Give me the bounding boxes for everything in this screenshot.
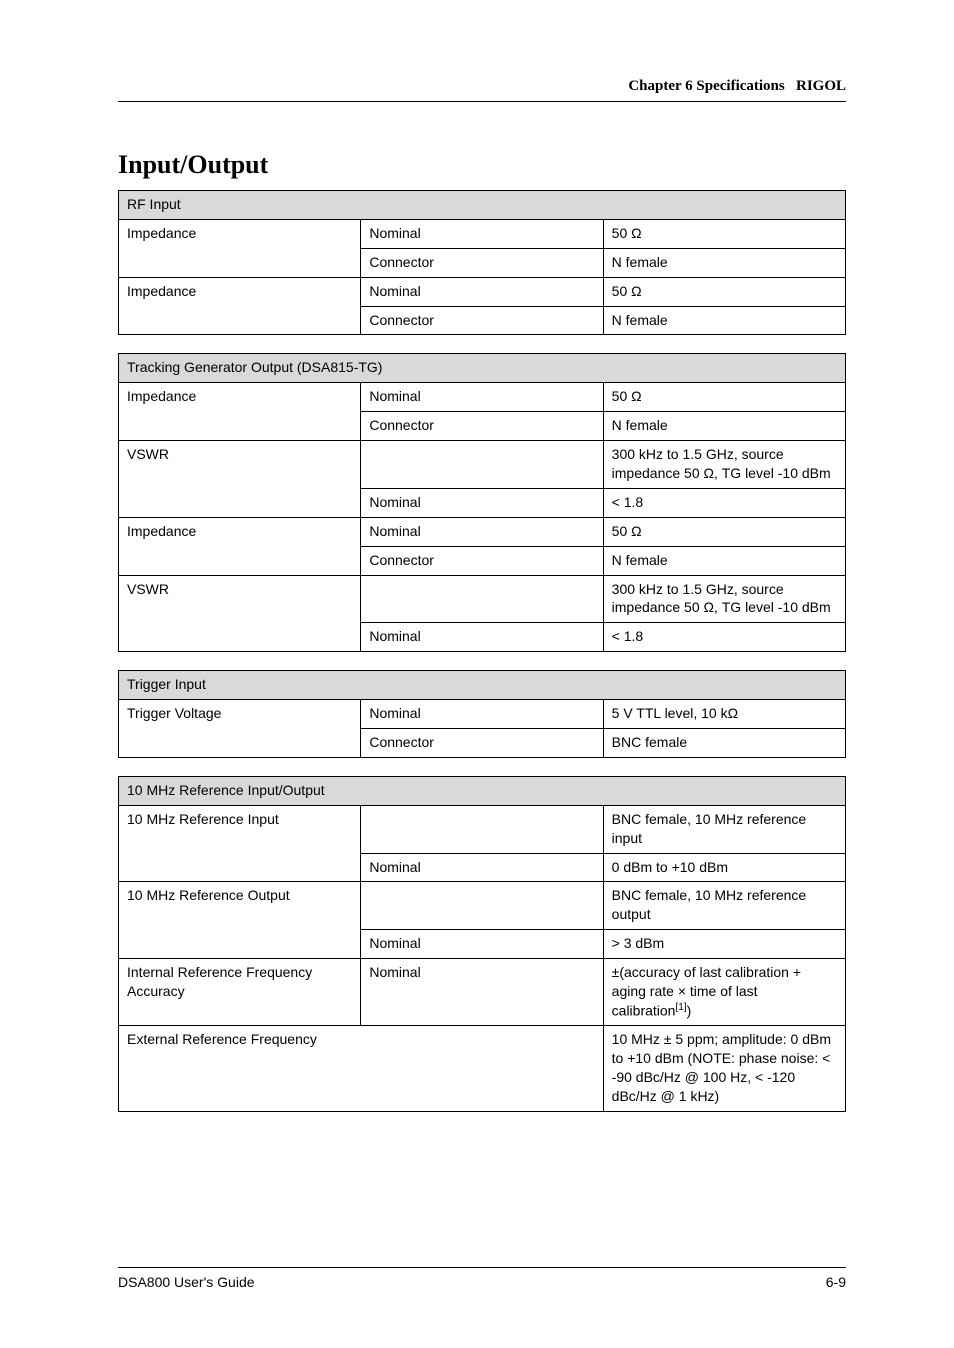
row-sub [361, 882, 603, 930]
row-value: 300 kHz to 1.5 GHz, source impedance 50 … [603, 575, 845, 623]
row-value: 10 MHz ± 5 ppm; amplitude: 0 dBm to +10 … [603, 1026, 845, 1112]
row-label: Impedance [119, 277, 361, 335]
row-value: 0 dBm to +10 dBm [603, 853, 845, 882]
row-value: BNC female [603, 729, 845, 758]
row-sub [361, 805, 603, 853]
row-value: BNC female, 10 MHz reference output [603, 882, 845, 930]
row-value: ±(accuracy of last calibration + aging r… [603, 959, 845, 1026]
row-label: VSWR [119, 575, 361, 652]
row-sub: Connector [361, 248, 603, 277]
row-value: 5 V TTL level, 10 kΩ [603, 700, 845, 729]
row-sub: Nominal [361, 853, 603, 882]
row-sub: Nominal [361, 959, 603, 1026]
footer-right: 6-9 [826, 1274, 846, 1290]
row-sub: Nominal [361, 277, 603, 306]
row-sub: Nominal [361, 700, 603, 729]
row-sub: Connector [361, 729, 603, 758]
section-title: Input/Output [118, 150, 846, 180]
row-sub: Connector [361, 412, 603, 441]
row-value: < 1.8 [603, 488, 845, 517]
row-sub: Connector [361, 306, 603, 335]
table-header: 10 MHz Reference Input/Output [119, 776, 846, 805]
row-value: N female [603, 412, 845, 441]
row-label: VSWR [119, 441, 361, 518]
page-footer: DSA800 User's Guide 6-9 [118, 1267, 846, 1290]
row-sub: Nominal [361, 383, 603, 412]
row-sub [361, 441, 603, 489]
row-value: 50 Ω [603, 277, 845, 306]
row-sub: Connector [361, 546, 603, 575]
chapter-label: Chapter 6 Specifications [628, 78, 784, 94]
row-value: N female [603, 546, 845, 575]
brand-label: RIGOL [796, 78, 846, 94]
row-sub: Nominal [361, 623, 603, 652]
footer-left: DSA800 User's Guide [118, 1274, 255, 1290]
row-label: Trigger Voltage [119, 700, 361, 758]
row-label: Impedance [119, 383, 361, 441]
row-value: > 3 dBm [603, 930, 845, 959]
row-sub: Nominal [361, 517, 603, 546]
tg-output-table: Tracking Generator Output (DSA815-TG) Im… [118, 353, 846, 652]
row-value: 50 Ω [603, 219, 845, 248]
row-label: Impedance [119, 219, 361, 277]
row-value: N female [603, 306, 845, 335]
row-label: External Reference Frequency [119, 1026, 604, 1112]
row-sub: Nominal [361, 219, 603, 248]
row-value: 50 Ω [603, 517, 845, 546]
row-sub: Nominal [361, 930, 603, 959]
row-label: Internal Reference Frequency Accuracy [119, 959, 361, 1026]
row-value: N female [603, 248, 845, 277]
row-value: < 1.8 [603, 623, 845, 652]
table-header: Tracking Generator Output (DSA815-TG) [119, 354, 846, 383]
row-label: 10 MHz Reference Output [119, 882, 361, 959]
rf-input-table: RF Input Impedance Nominal 50 Ω Connecto… [118, 190, 846, 335]
row-label: 10 MHz Reference Input [119, 805, 361, 882]
row-value: 50 Ω [603, 383, 845, 412]
row-value: 300 kHz to 1.5 GHz, source impedance 50 … [603, 441, 845, 489]
reference-table: 10 MHz Reference Input/Output 10 MHz Ref… [118, 776, 846, 1112]
trigger-table: Trigger Input Trigger Voltage Nominal 5 … [118, 670, 846, 758]
row-value: BNC female, 10 MHz reference input [603, 805, 845, 853]
table-header: Trigger Input [119, 671, 846, 700]
row-sub: Nominal [361, 488, 603, 517]
row-label: Impedance [119, 517, 361, 575]
row-sub [361, 575, 603, 623]
table-header: RF Input [119, 191, 846, 220]
